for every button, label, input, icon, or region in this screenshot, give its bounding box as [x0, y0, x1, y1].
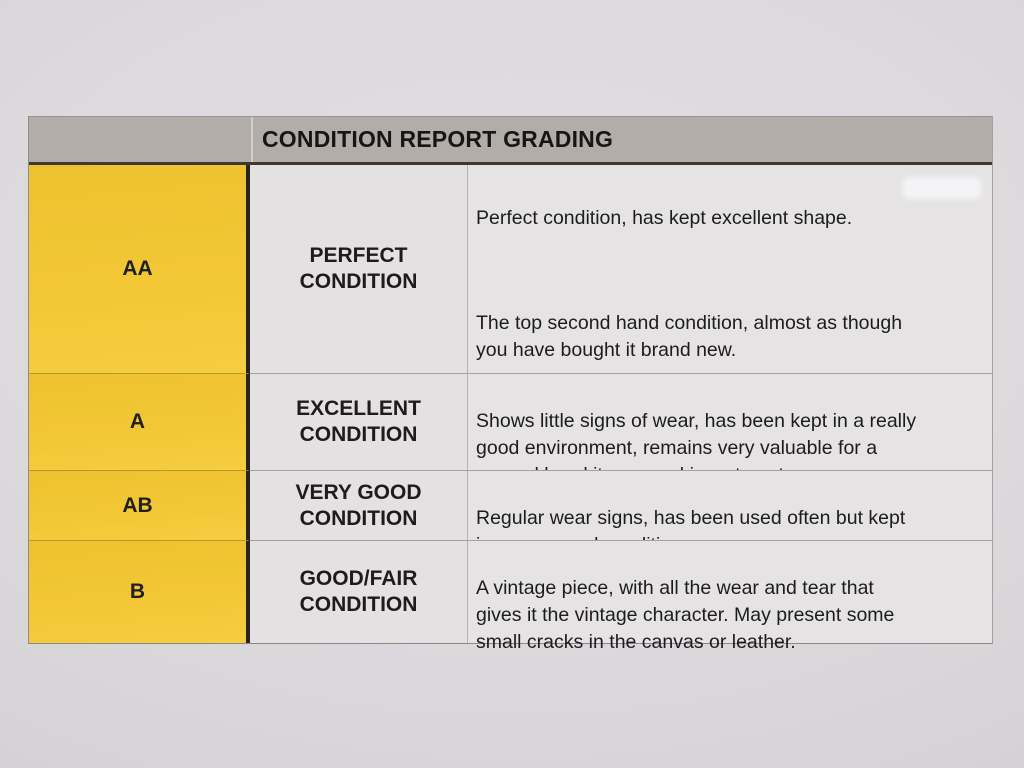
label-text: GOOD/FAIR CONDITION	[299, 567, 418, 616]
grade-text: AA	[122, 257, 153, 280]
condition-grading-table: CONDITION REPORT GRADING AA PERFECT COND…	[28, 116, 993, 653]
grade-text: B	[129, 580, 146, 603]
label-text: PERFECT CONDITION	[299, 244, 418, 293]
table-row-a: A EXCELLENT CONDITION Shows little signs…	[29, 373, 992, 486]
label-cell: EXCELLENT CONDITION	[250, 373, 468, 470]
label-text: VERY GOOD CONDITION	[295, 480, 422, 530]
paper-smudge	[903, 177, 981, 199]
description-paragraph: A vintage piece, with all the wear and t…	[476, 577, 895, 653]
table-title-cell: CONDITION REPORT GRADING	[253, 117, 992, 162]
description-cell: A vintage piece, with all the wear and t…	[468, 540, 992, 653]
grade-cell: A	[29, 373, 250, 470]
description-paragraph: The top second hand condition, almost as…	[476, 312, 903, 361]
label-cell: PERFECT CONDITION	[250, 165, 468, 373]
grade-cell: AB	[29, 470, 250, 540]
description-cell: Shows little signs of wear, has been kep…	[468, 373, 992, 486]
grade-text: AB	[122, 493, 153, 517]
label-cell: VERY GOOD CONDITION	[250, 470, 468, 540]
label-cell: GOOD/FAIR CONDITION	[250, 540, 468, 643]
label-text: EXCELLENT CONDITION	[296, 397, 421, 446]
description-paragraph: Perfect condition, has kept excellent sh…	[476, 207, 853, 229]
header-empty-cell	[29, 117, 253, 162]
grade-cell: B	[29, 540, 250, 643]
table-row-ab: AB VERY GOOD CONDITION Regular wear sign…	[29, 470, 992, 556]
table-row-aa: AA PERFECT CONDITION Perfect condition, …	[29, 165, 992, 441]
table-header-row: CONDITION REPORT GRADING	[29, 116, 992, 165]
grade-cell: AA	[29, 165, 250, 373]
table-row-b: B GOOD/FAIR CONDITION A vintage piece, w…	[29, 540, 992, 653]
description-cell: Regular wear signs, has been used often …	[468, 470, 992, 556]
table-title: CONDITION REPORT GRADING	[262, 126, 614, 152]
grade-text: A	[129, 410, 146, 433]
